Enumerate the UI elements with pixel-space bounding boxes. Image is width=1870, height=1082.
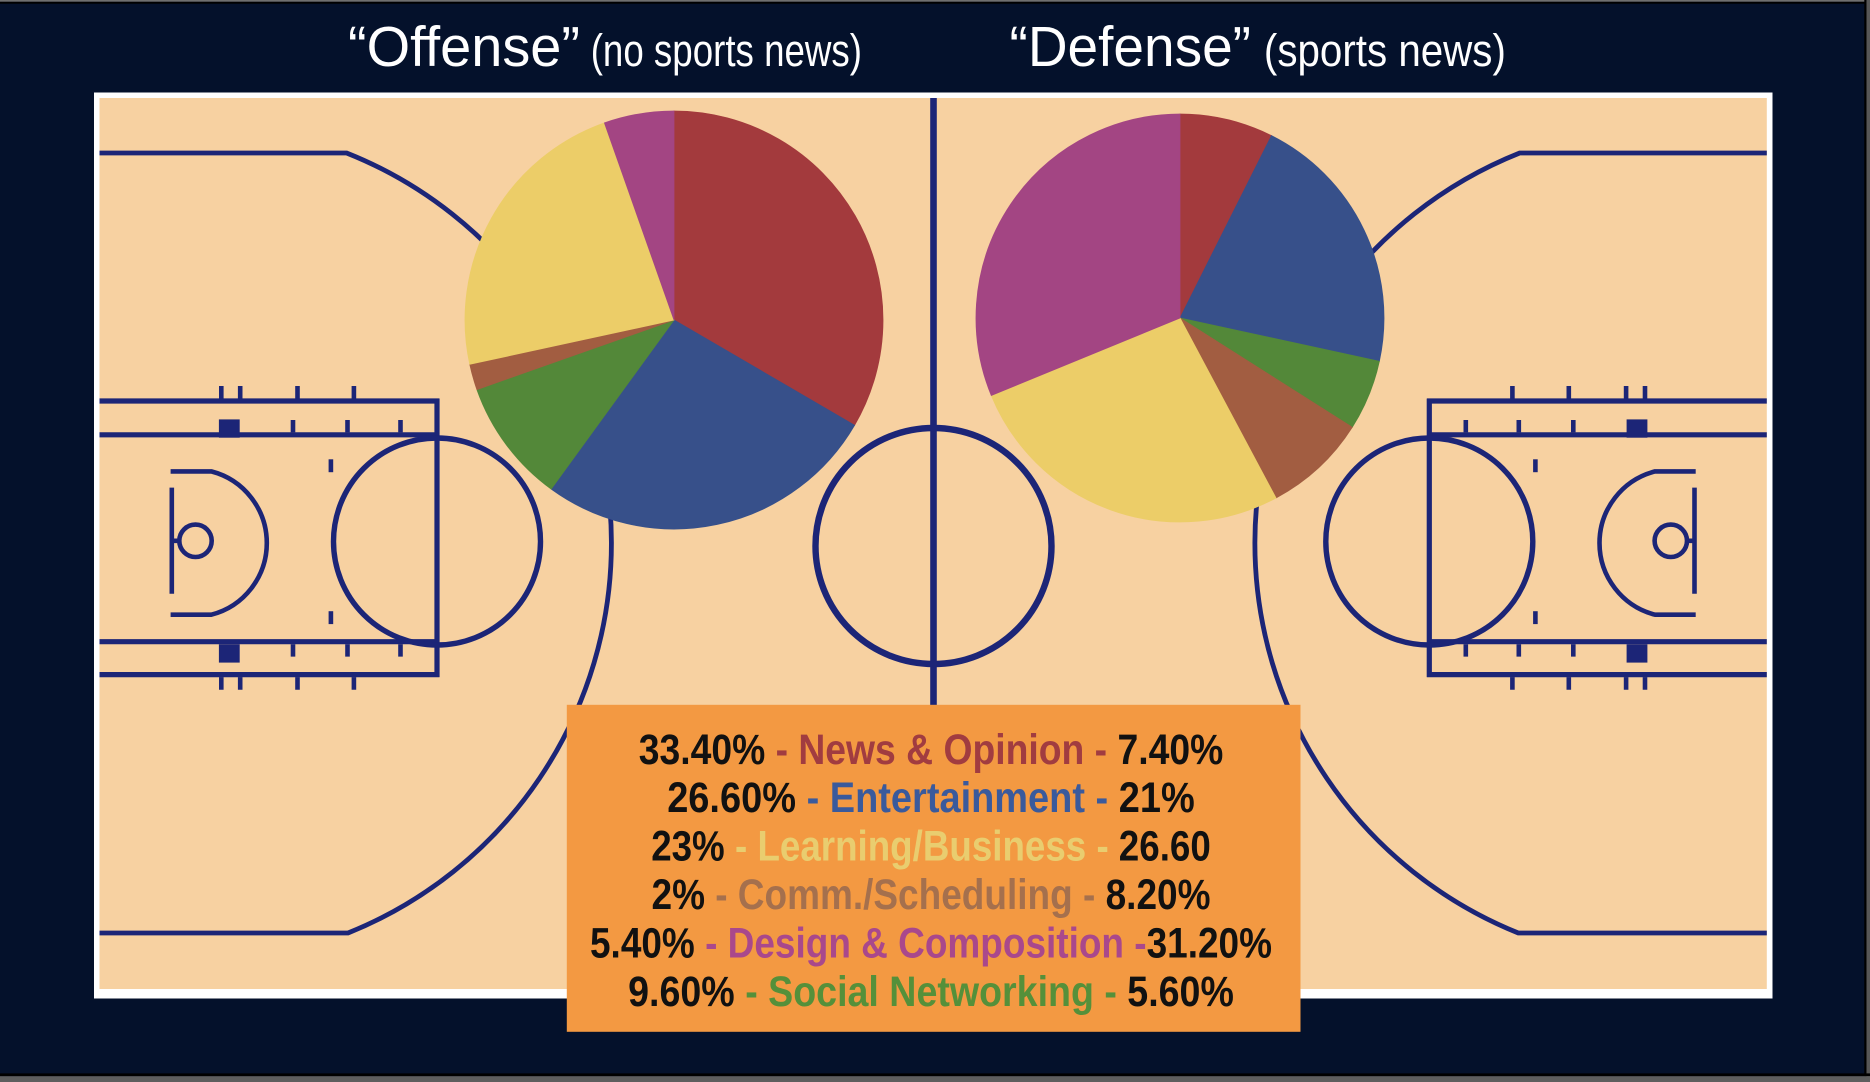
svg-text:23%: 23% bbox=[651, 823, 725, 871]
svg-text:- Entertainment -: - Entertainment - bbox=[807, 774, 1109, 822]
svg-text:31.20%: 31.20% bbox=[1147, 919, 1272, 967]
svg-text:(sports news): (sports news) bbox=[1264, 25, 1506, 76]
svg-text:7.40%: 7.40% bbox=[1118, 726, 1224, 774]
svg-text:“Offense”: “Offense” bbox=[348, 15, 580, 79]
svg-text:- Comm./Scheduling -: - Comm./Scheduling - bbox=[715, 871, 1095, 919]
svg-text:- Social Networking -: - Social Networking - bbox=[745, 968, 1117, 1016]
svg-text:- Design & Composition -: - Design & Composition - bbox=[705, 919, 1147, 967]
svg-text:(no sports news): (no sports news) bbox=[591, 25, 862, 76]
svg-text:- News & Opinion -: - News & Opinion - bbox=[776, 726, 1108, 774]
svg-text:2%: 2% bbox=[652, 871, 706, 919]
svg-text:26.60%: 26.60% bbox=[667, 774, 796, 822]
svg-text:33.40%: 33.40% bbox=[639, 726, 766, 774]
svg-text:- Learning/Business -: - Learning/Business - bbox=[735, 823, 1109, 871]
svg-text:5.60%: 5.60% bbox=[1127, 968, 1234, 1016]
svg-text:“Defense”: “Defense” bbox=[1010, 15, 1252, 79]
svg-text:26.60: 26.60 bbox=[1119, 823, 1211, 871]
svg-text:21%: 21% bbox=[1119, 774, 1195, 822]
svg-text:9.60%: 9.60% bbox=[628, 968, 735, 1016]
svg-text:5.40%: 5.40% bbox=[590, 919, 695, 967]
svg-text:8.20%: 8.20% bbox=[1106, 871, 1211, 919]
